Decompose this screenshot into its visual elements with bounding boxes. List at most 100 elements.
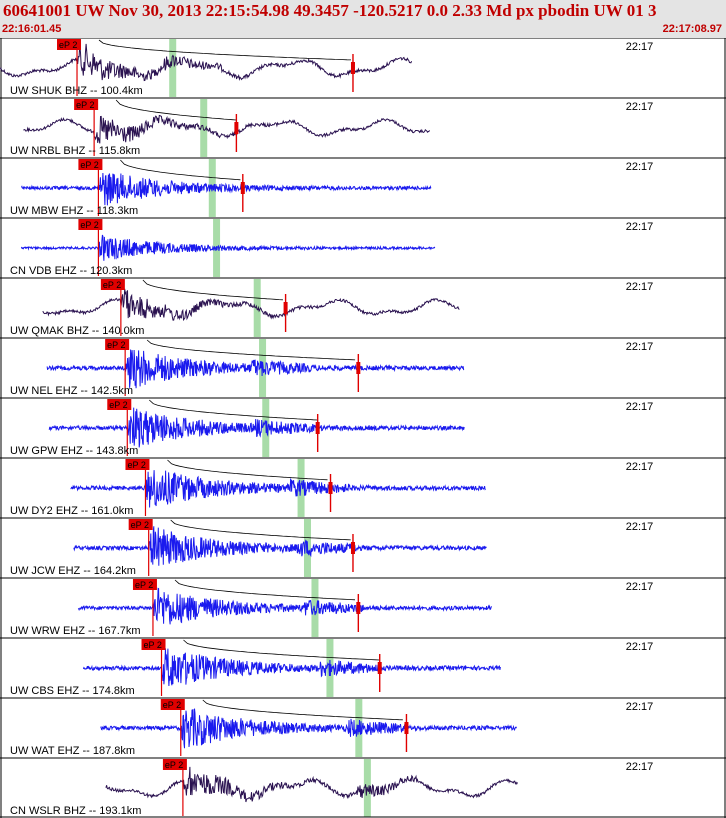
trace-row: eP 2 22:17 UW DY2 EHZ -- 161.0km (0, 457, 726, 518)
station-label: UW MBW EHZ -- 118.3km (10, 205, 138, 217)
p-pick-tag (160, 699, 185, 710)
trace-row: eP 2 22:17 UW SHUK BHZ -- 100.4km (0, 38, 726, 98)
p-pick-label: eP 2 (80, 220, 98, 230)
station-label: UW NEL EHZ -- 142.5km (10, 385, 133, 397)
minute-label: 22:17 (626, 761, 654, 773)
station-label: UW WRW EHZ -- 167.7km (10, 625, 141, 637)
waveform-trace (105, 766, 518, 803)
p-pick-tag (125, 459, 150, 470)
coda-decay-curve (170, 519, 351, 541)
minute-label: 22:17 (626, 701, 654, 713)
station-label: CN VDB EHZ -- 120.3km (10, 265, 132, 277)
event-title: 60641001 UW Nov 30, 2013 22:15:54.98 49.… (3, 1, 657, 20)
trace-row: eP 2 22:17 UW QMAK BHZ -- 140.0km (0, 277, 726, 338)
coda-decay-curve (120, 159, 241, 181)
p-pick-label: eP 2 (144, 640, 162, 650)
p-pick-label: eP 2 (127, 460, 145, 470)
coda-decay-curve (146, 339, 356, 361)
p-pick-label: eP 2 (109, 400, 127, 410)
waveform-trace (46, 349, 465, 389)
station-label: UW JCW EHZ -- 164.2km (10, 565, 136, 577)
minute-label: 22:17 (626, 101, 654, 113)
coda-pick-block (350, 62, 355, 74)
p-pick-label: eP 2 (131, 520, 149, 530)
waveform-trace (100, 708, 517, 749)
p-pick-tag (141, 639, 166, 650)
coda-decay-curve (115, 99, 237, 121)
minute-label: 22:17 (626, 221, 654, 233)
p-pick-label: eP 2 (135, 580, 153, 590)
trace-row: eP 2 22:17 CN VDB EHZ -- 120.3km (0, 217, 726, 278)
coda-pick-block (283, 302, 288, 314)
s-window-band (311, 579, 319, 637)
p-pick-tag (132, 579, 157, 590)
p-pick-label: eP 2 (107, 340, 125, 350)
coda-pick-block (404, 722, 409, 734)
waveform-trace (48, 407, 465, 448)
station-label: UW NRBL BHZ -- 115.8km (10, 145, 140, 157)
coda-decay-curve (98, 39, 352, 61)
waveform-trace (20, 172, 432, 206)
p-pick-label: eP 2 (165, 760, 183, 770)
p-pick-tag (100, 279, 125, 290)
station-label: UW CBS EHZ -- 174.8km (10, 685, 135, 697)
trace-row: eP 2 22:17 UW JCW EHZ -- 164.2km (0, 517, 726, 578)
p-pick-tag (107, 399, 132, 410)
minute-label: 22:17 (626, 401, 654, 413)
coda-pick-block (356, 602, 361, 614)
minute-label: 22:17 (626, 161, 654, 173)
trace-row: eP 2 22:17 UW NRBL BHZ -- 115.8km (0, 97, 726, 158)
waveform-trace (42, 288, 460, 322)
header-bar: 60641001 UW Nov 30, 2013 22:15:54.98 49.… (0, 0, 726, 38)
minute-label: 22:17 (626, 461, 654, 473)
coda-pick-block (328, 482, 333, 494)
trace-row: eP 2 22:17 UW WRW EHZ -- 167.7km (0, 577, 726, 638)
p-pick-tag (128, 519, 153, 530)
p-pick-tag (74, 99, 99, 110)
p-pick-label: eP 2 (163, 700, 181, 710)
waveform-trace (23, 114, 430, 144)
waveform-trace (77, 587, 493, 625)
coda-pick-block (377, 662, 382, 674)
minute-label: 22:17 (626, 341, 654, 353)
station-label: UW WAT EHZ -- 187.8km (10, 745, 135, 757)
trace-row: eP 2 22:17 UW MBW EHZ -- 118.3km (0, 157, 726, 218)
waveform-trace (70, 470, 486, 508)
minute-label: 22:17 (626, 521, 654, 533)
waveform-trace (82, 648, 501, 687)
s-window-band (169, 39, 177, 97)
p-pick-tag (78, 219, 103, 230)
s-window-band (200, 99, 208, 157)
window-start-time: 22:16:01.45 (2, 23, 62, 35)
minute-label: 22:17 (626, 641, 654, 653)
coda-pick-block (356, 362, 361, 374)
trace-row: eP 2 22:17 UW CBS EHZ -- 174.8km (0, 637, 726, 698)
trace-row: eP 2 22:17 UW WAT EHZ -- 187.8km (0, 697, 726, 758)
coda-decay-curve (142, 279, 283, 301)
trace-row: eP 2 22:17 UW GPW EHZ -- 143.8km (0, 397, 726, 458)
coda-decay-curve (149, 399, 318, 421)
p-pick-label: eP 2 (59, 40, 77, 50)
p-pick-tag (78, 159, 103, 170)
trace-row: eP 2 22:17 CN WSLR BHZ -- 193.1km (0, 757, 726, 818)
coda-decay-curve (183, 639, 380, 661)
coda-decay-curve (174, 579, 356, 601)
p-pick-label: eP 2 (80, 160, 98, 170)
waveform-trace (0, 43, 413, 82)
p-pick-tag (162, 759, 187, 770)
p-pick-tag (105, 339, 130, 350)
coda-pick-block (240, 182, 245, 194)
trace-row: eP 2 22:17 UW NEL EHZ -- 142.5km (0, 337, 726, 398)
coda-decay-curve (167, 459, 328, 481)
waveform-trace (20, 234, 436, 261)
station-label: CN WSLR BHZ -- 193.1km (10, 805, 141, 817)
station-label: UW GPW EHZ -- 143.8km (10, 445, 138, 457)
coda-decay-curve (202, 699, 403, 721)
p-pick-tag (57, 39, 82, 50)
minute-label: 22:17 (626, 41, 654, 53)
station-label: UW QMAK BHZ -- 140.0km (10, 325, 144, 337)
minute-label: 22:17 (626, 281, 654, 293)
coda-pick-block (315, 422, 320, 434)
p-pick-label: eP 2 (103, 280, 121, 290)
waveform-trace (73, 526, 487, 566)
